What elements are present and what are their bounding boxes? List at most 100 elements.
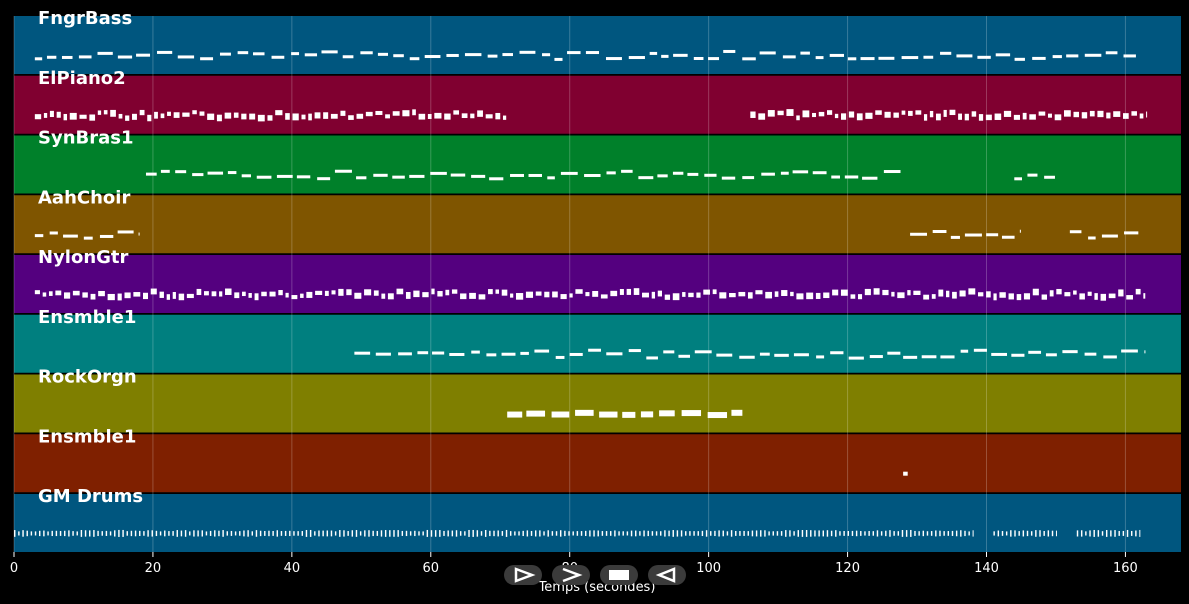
note-mark	[761, 172, 775, 176]
note-mark	[114, 530, 116, 537]
note-mark	[46, 55, 57, 59]
note-mark	[802, 110, 810, 118]
note-mark	[543, 531, 545, 536]
note-mark	[1144, 350, 1146, 354]
note-mark	[184, 530, 187, 537]
note-mark	[376, 530, 379, 536]
note-mark	[147, 114, 152, 122]
note-mark	[832, 289, 839, 296]
note-mark	[103, 110, 108, 115]
note-mark	[1146, 111, 1148, 118]
note-mark	[1001, 235, 1015, 239]
note-mark	[855, 530, 858, 537]
note-mark	[588, 348, 601, 352]
note-mark	[272, 530, 274, 536]
note-mark	[515, 293, 524, 300]
note-mark	[160, 113, 165, 119]
note-mark	[606, 352, 623, 356]
note-mark	[687, 172, 699, 176]
note-mark	[354, 292, 362, 299]
rewind-button[interactable]	[648, 565, 686, 585]
note-mark	[1056, 288, 1062, 295]
note-mark	[502, 115, 507, 120]
note-mark	[413, 290, 420, 298]
note-mark	[551, 411, 570, 418]
note-mark	[464, 531, 466, 536]
note-mark	[655, 531, 658, 536]
note-mark	[434, 530, 437, 537]
note-mark	[600, 294, 608, 299]
note-mark	[973, 348, 987, 352]
note-mark	[330, 530, 333, 537]
note-mark	[993, 531, 995, 536]
note-mark	[575, 409, 594, 416]
note-mark	[1051, 530, 1054, 537]
note-mark	[354, 351, 371, 355]
note-mark	[731, 409, 743, 416]
note-mark	[398, 352, 412, 356]
note-mark	[661, 54, 669, 58]
note-mark	[488, 289, 493, 295]
note-mark	[193, 530, 195, 537]
note-mark	[142, 292, 149, 300]
note-mark	[730, 530, 733, 537]
note-mark	[923, 55, 934, 59]
note-mark	[718, 530, 720, 537]
note-mark	[792, 170, 809, 174]
note-mark	[589, 530, 591, 537]
note-mark	[308, 113, 312, 121]
note-mark	[493, 530, 495, 537]
note-mark	[971, 111, 977, 117]
note-mark	[1022, 112, 1027, 120]
note-mark	[968, 288, 976, 295]
note-mark	[239, 531, 241, 536]
note-mark	[484, 529, 487, 537]
note-mark	[276, 530, 279, 537]
note-mark	[271, 55, 285, 59]
note-mark	[999, 292, 1006, 298]
note-mark	[34, 290, 40, 295]
note-mark	[314, 112, 321, 119]
note-mark	[1044, 175, 1055, 179]
note-mark	[147, 530, 149, 537]
track-lane	[14, 195, 1181, 254]
play-button[interactable]	[504, 565, 542, 585]
note-mark	[304, 53, 318, 57]
note-mark	[219, 291, 223, 297]
note-mark	[847, 530, 850, 536]
note-mark	[393, 530, 395, 537]
note-mark	[347, 531, 349, 536]
forward-button[interactable]	[552, 565, 590, 585]
note-mark	[848, 111, 855, 118]
note-mark	[815, 292, 821, 299]
note-mark	[840, 113, 847, 120]
note-mark	[964, 530, 966, 537]
note-mark	[759, 51, 776, 55]
note-mark	[685, 531, 687, 536]
note-mark	[1079, 293, 1085, 300]
x-tick-label: 160	[1113, 561, 1138, 576]
note-mark	[780, 531, 783, 536]
note-mark	[722, 530, 724, 537]
note-mark	[1041, 294, 1048, 300]
note-mark	[381, 293, 386, 299]
note-mark	[1008, 293, 1014, 300]
note-mark	[1011, 353, 1025, 357]
note-mark	[505, 529, 508, 537]
note-mark	[569, 293, 573, 298]
note-mark	[552, 291, 558, 298]
note-mark	[233, 112, 239, 118]
note-mark	[839, 531, 841, 536]
note-mark	[812, 171, 827, 175]
note-mark	[372, 530, 374, 537]
note-mark	[139, 530, 141, 537]
track-lane	[14, 16, 1181, 74]
play-icon	[514, 567, 536, 583]
stop-button[interactable]	[600, 565, 638, 585]
note-mark	[51, 530, 53, 537]
note-mark	[714, 530, 716, 537]
note-mark	[651, 291, 656, 299]
note-mark	[777, 110, 784, 116]
note-mark	[154, 111, 158, 119]
